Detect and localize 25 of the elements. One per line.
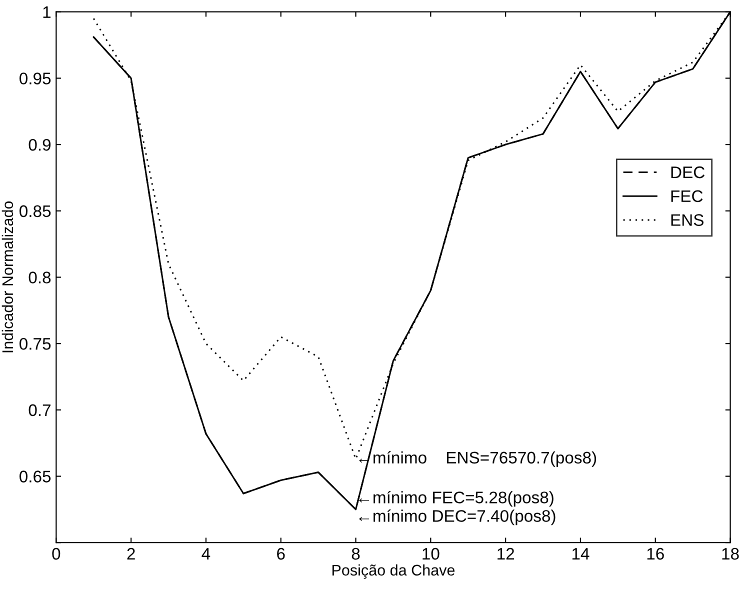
legend-label: FEC: [671, 190, 703, 202]
legend-label: ENS: [671, 214, 704, 226]
annotation: ←mínimo FEC=5.28(pos8): [359, 490, 554, 507]
x-axis-title: Posição da Chave: [332, 564, 455, 579]
x-tick-label: 2: [127, 548, 135, 560]
y-tick-label: 0.75: [20, 338, 51, 350]
legend-label: DEC: [671, 166, 705, 178]
y-tick-label: 0.95: [20, 72, 51, 84]
x-tick-label: 8: [352, 548, 360, 560]
x-tick-label: 4: [202, 548, 210, 560]
x-tick-label: 10: [422, 548, 440, 560]
y-tick-label: 0.65: [20, 470, 51, 482]
y-tick-label: 0.7: [28, 404, 50, 416]
x-tick-label: 0: [52, 548, 60, 560]
y-tick-label: 1: [43, 6, 50, 18]
x-tick-label: 16: [647, 548, 664, 560]
y-axis-title: Indicador Normalizado: [2, 201, 14, 352]
x-tick-label: 6: [277, 548, 285, 560]
x-tick-label: 18: [722, 548, 739, 560]
y-tick-label: 0.8: [28, 272, 51, 284]
y-tick-label: 0.9: [28, 138, 51, 151]
x-tick-label: 12: [498, 548, 514, 560]
y-tick-label: 0.85: [20, 205, 51, 218]
x-tick-label: 14: [572, 548, 590, 560]
annotation: ←mínimo DEC=7.40(pos8): [359, 509, 556, 526]
